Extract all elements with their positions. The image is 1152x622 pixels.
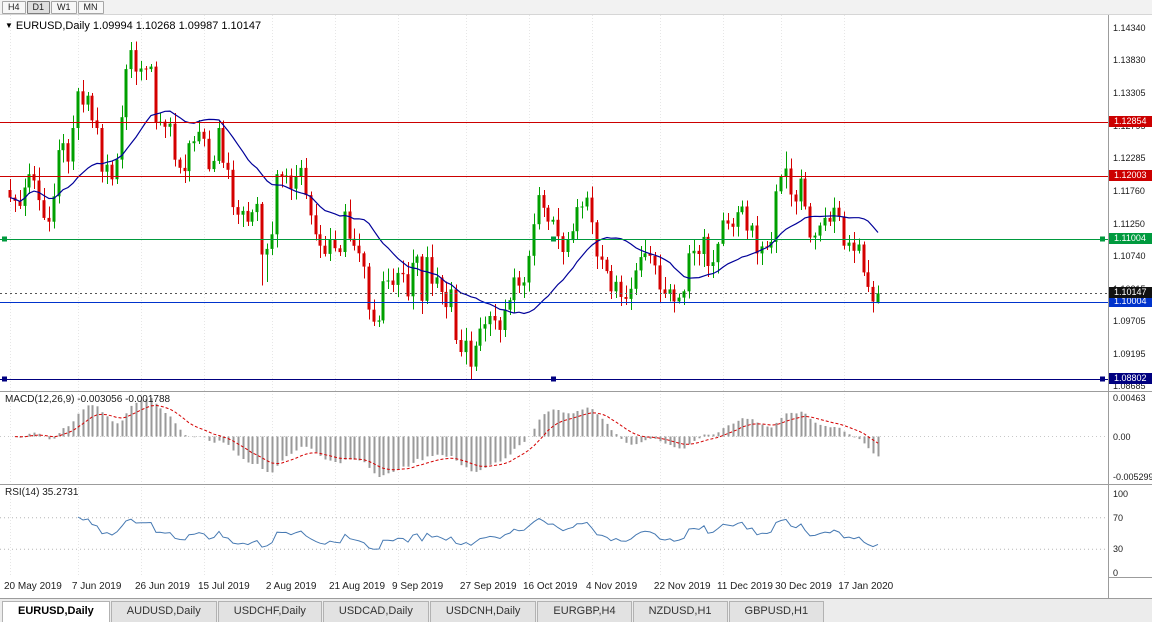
price-chart-canvas[interactable] (0, 15, 1152, 391)
date-label: 27 Sep 2019 (459, 581, 517, 592)
line-handle[interactable] (1100, 376, 1105, 382)
date-label: 15 Jul 2019 (198, 581, 250, 592)
line-handle[interactable] (1100, 236, 1105, 242)
bid-price-badge: 1.10147 (1109, 287, 1152, 299)
chart-title: ▼ EURUSD,Daily 1.09994 1.10268 1.09987 1.… (5, 20, 261, 32)
chart-tab-usdchf-daily[interactable]: USDCHF,Daily (217, 601, 322, 622)
date-label: 22 Nov 2019 (653, 581, 711, 592)
timeframe-w1[interactable]: W1 (51, 0, 77, 14)
price-tick: 1.09195 (1113, 348, 1146, 359)
moving-average-line[interactable] (9, 110, 879, 315)
macd-scale-zero: 0.00 (1113, 431, 1131, 442)
chart-tab-eurgbp-h4[interactable]: EURGBP,H4 (537, 601, 632, 622)
rsi-scale-30: 30 (1113, 544, 1124, 555)
price-scale-border (1108, 15, 1109, 598)
line-handle[interactable] (2, 236, 7, 242)
chart-tab-gbpusd-h1[interactable]: GBPUSD,H1 (728, 601, 825, 622)
macd-histogram (14, 398, 880, 477)
level-badge-1.12003: 1.12003 (1109, 169, 1152, 181)
date-label: 26 Jun 2019 (134, 581, 190, 592)
price-tick: 1.09705 (1113, 316, 1146, 327)
line-handle[interactable] (551, 376, 556, 382)
macd-scale-min: -0.005299 (1113, 472, 1152, 482)
line-handle[interactable] (551, 236, 556, 242)
level-badge-1.11004: 1.11004 (1109, 233, 1152, 245)
rsi-scale-70: 70 (1113, 512, 1124, 523)
timeframe-toolbar: H4 D1 W1 MN (0, 0, 1152, 15)
line-handle[interactable] (2, 376, 7, 382)
macd-panel-canvas[interactable] (0, 391, 1152, 484)
date-label: 21 Aug 2019 (328, 581, 386, 592)
date-label: 7 Jun 2019 (71, 581, 122, 592)
chart-tab-usdcnh-daily[interactable]: USDCNH,Daily (429, 601, 537, 622)
panel-separator[interactable] (0, 484, 1152, 485)
rsi-line (77, 516, 879, 550)
price-tick: 1.12285 (1113, 153, 1146, 164)
time-axis[interactable]: 20 May 2019 7 Jun 2019 26 Jun 2019 15 Jul 2… (0, 577, 1108, 598)
level-badge-1.12854: 1.12854 (1109, 116, 1152, 128)
date-label: 16 Oct 2019 (522, 581, 578, 592)
chart-tab-audusd-daily[interactable]: AUDUSD,Daily (110, 601, 217, 622)
panel-separator[interactable] (0, 391, 1152, 392)
level-badge-1.10004: 1.10004 (1109, 296, 1152, 308)
hline-1.11004[interactable] (0, 236, 1108, 242)
timeframe-h4[interactable]: H4 (2, 0, 26, 14)
date-label: 17 Jan 2020 (838, 581, 894, 592)
chart-tab-nzdusd-h1[interactable]: NZDUSD,H1 (632, 601, 728, 622)
timeframe-mn[interactable]: MN (77, 0, 104, 14)
price-tick: 1.14340 (1113, 22, 1146, 33)
date-label: 4 Nov 2019 (586, 581, 638, 592)
level-badge-1.08802: 1.08802 (1109, 372, 1152, 384)
price-tick: 1.11760 (1113, 186, 1145, 197)
price-tick: 1.13305 (1113, 88, 1146, 99)
date-label: 2 Aug 2019 (265, 581, 317, 592)
chart-title-text: EURUSD,Daily 1.09994 1.10268 1.09987 1.1… (15, 20, 262, 32)
rsi-scale-0: 0 (1113, 568, 1119, 578)
date-label: 20 May 2019 (4, 581, 62, 592)
hline-1.08802[interactable] (0, 376, 1108, 382)
chart-tabs: EURUSD,Daily AUDUSD,Daily USDCHF,Daily USDC… (0, 598, 1152, 622)
date-label: 11 Dec 2019 (716, 581, 773, 592)
date-label: 30 Dec 2019 (775, 581, 832, 592)
price-tick: 1.08685 (1113, 380, 1146, 391)
rsi-label: RSI(14) 35.2731 (5, 487, 79, 498)
date-label: 9 Sep 2019 (392, 581, 444, 592)
price-tick: 1.10740 (1113, 250, 1146, 261)
rsi-scale-100: 100 (1113, 489, 1129, 499)
price-tick: 1.13830 (1113, 55, 1146, 66)
price-tick: 1.11250 (1113, 218, 1145, 229)
candles (8, 41, 880, 380)
timeframe-d1[interactable]: D1 (26, 0, 51, 14)
macd-scale-max: 0.00463 (1113, 393, 1146, 403)
macd-signal-line (14, 404, 879, 471)
rsi-panel-canvas[interactable] (0, 484, 1152, 577)
price-scale[interactable]: 1.143401.138301.133051.127951.122851.117… (1108, 0, 1152, 598)
macd-label: MACD(12,26,9) -0.003056 -0.001788 (5, 394, 171, 405)
symbol-dropdown-icon[interactable]: ▼ (5, 21, 13, 30)
chart-tab-eurusd-daily[interactable]: EURUSD,Daily (2, 601, 110, 622)
chart-tab-usdcad-daily[interactable]: USDCAD,Daily (322, 601, 429, 622)
